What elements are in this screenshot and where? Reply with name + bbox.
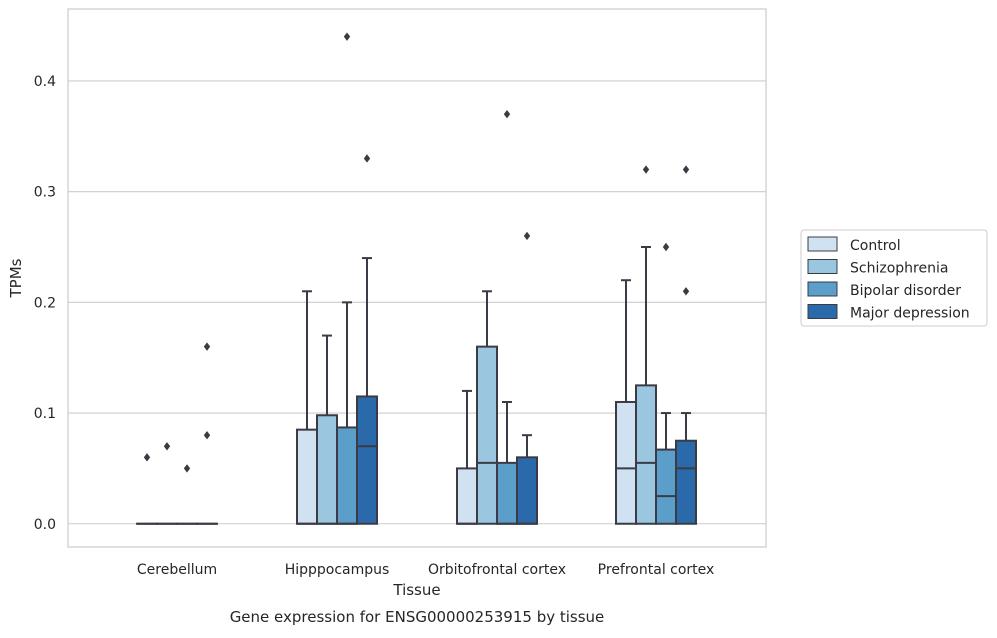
outlier-point [344, 32, 350, 40]
legend-label: Bipolar disorder [850, 283, 961, 299]
box-control-prefrontal-cortex [616, 280, 636, 524]
box-major-depression-orbitofrontal-cortex [517, 435, 537, 524]
box-body [317, 415, 337, 523]
box-body [477, 347, 497, 524]
legend-label: Major depression [850, 306, 970, 322]
box-schizophrenia-orbitofrontal-cortex [477, 291, 497, 523]
box-body [676, 441, 696, 524]
outlier-point [364, 154, 370, 162]
legend-label: Schizophrenia [850, 261, 948, 277]
y-tick-label: 0.1 [34, 406, 56, 422]
x-tick-label-prefrontal-cortex: Prefrontal cortex [598, 562, 715, 578]
box-control-hipppocampus [297, 291, 317, 523]
box-body [297, 430, 317, 524]
outlier-point [683, 287, 689, 295]
outlier-point [204, 342, 210, 350]
legend-item-major-depression: Major depression [808, 305, 970, 322]
box-control-orbitofrontal-cortex [457, 391, 477, 524]
outlier-point [683, 165, 689, 173]
box-body [497, 463, 517, 524]
outlier-point [144, 453, 150, 461]
box-series [137, 247, 696, 524]
legend-swatch [808, 260, 837, 274]
x-axis-ticks: Cerebellum Hipppocampus Orbitofrontal cort… [137, 562, 714, 578]
y-axis-ticks: 0.0 0.1 0.2 0.3 0.4 [34, 74, 56, 533]
x-axis-label: Tissue [392, 581, 440, 599]
outlier-point [663, 243, 669, 251]
box-schizophrenia-prefrontal-cortex [636, 247, 656, 524]
box-body [457, 468, 477, 523]
outlier-point [164, 442, 170, 450]
outlier-point [504, 110, 510, 118]
legend-swatch [808, 282, 837, 296]
legend-item-bipolar-disorder: Bipolar disorder [808, 282, 961, 299]
box-bipolar-disorder-prefrontal-cortex [656, 413, 676, 524]
y-tick-label: 0.0 [34, 517, 56, 533]
box-bipolar-disorder-orbitofrontal-cortex [497, 402, 517, 524]
box-body [357, 396, 377, 523]
y-tick-label: 0.2 [34, 295, 56, 311]
box-body [636, 385, 656, 523]
y-tick-label: 0.4 [34, 74, 56, 90]
y-tick-label: 0.3 [34, 185, 56, 201]
outlier-markers [144, 32, 689, 472]
outlier-point [204, 431, 210, 439]
box-body [656, 450, 676, 524]
legend[interactable]: Control Schizophrenia Bipolar disorder Majo… [801, 230, 987, 326]
legend-swatch [808, 305, 837, 319]
box-major-depression-prefrontal-cortex [676, 413, 696, 524]
box-body [517, 457, 537, 523]
figure-caption: Gene expression for ENSG00000253915 by t… [230, 608, 605, 626]
box-body [616, 402, 636, 524]
legend-item-control: Control [808, 237, 901, 254]
x-tick-label-cerebellum: Cerebellum [137, 562, 217, 578]
box-major-depression-hipppocampus [357, 258, 377, 524]
outlier-point [524, 232, 530, 240]
legend-swatch [808, 237, 837, 251]
outlier-point [184, 464, 190, 472]
x-tick-label-hipppocampus: Hipppocampus [285, 562, 390, 578]
box-schizophrenia-hipppocampus [317, 336, 337, 524]
y-axis-label: TPMs [7, 258, 25, 298]
x-tick-label-orbitofrontal-cortex: Orbitofrontal cortex [428, 562, 566, 578]
legend-label: Control [850, 238, 901, 254]
box-body [337, 427, 357, 523]
legend-item-schizophrenia: Schizophrenia [808, 260, 948, 277]
outlier-point [643, 165, 649, 173]
